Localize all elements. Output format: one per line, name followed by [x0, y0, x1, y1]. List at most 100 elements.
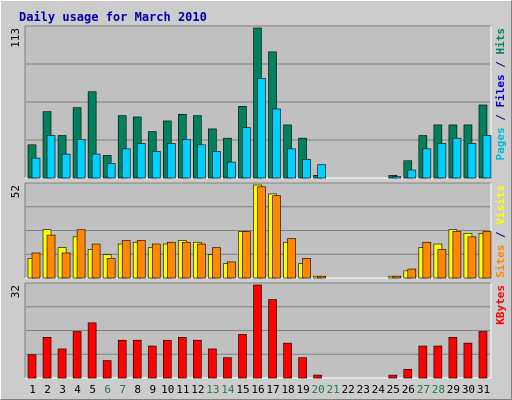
day-tick-label-13: 13 — [206, 383, 219, 396]
day-tick-label-6: 6 — [104, 383, 111, 396]
bar-sites-day-29 — [452, 231, 462, 279]
bar-files-day-4 — [76, 139, 86, 179]
bar-sites-day-8 — [136, 240, 146, 279]
day-tick-label-7: 7 — [119, 383, 126, 396]
bar-kbytes-day-2 — [42, 337, 52, 379]
bar-kbytes-day-18 — [283, 342, 292, 379]
scale-label-visits-sites: 52 — [9, 185, 22, 198]
bar-files-day-1 — [31, 157, 41, 179]
day-tick-label-27: 27 — [417, 383, 430, 396]
day-tick-label-18: 18 — [281, 383, 294, 396]
bar-sites-day-6 — [106, 258, 116, 279]
legend-entry: Sites — [494, 245, 507, 278]
legend-entry: Visits — [494, 185, 507, 225]
bar-kbytes-day-16 — [253, 284, 262, 379]
legend-kbytes: KBytes — [494, 285, 507, 325]
bar-files-day-17 — [272, 108, 281, 179]
bar-sites-day-4 — [76, 229, 86, 279]
bar-kbytes-day-11 — [178, 337, 187, 379]
day-tick-label-17: 17 — [266, 383, 279, 396]
bar-kbytes-day-7 — [117, 339, 127, 379]
bar-sites-day-10 — [166, 241, 176, 279]
bar-files-day-16 — [257, 78, 266, 179]
bar-sites-day-12 — [197, 243, 206, 279]
bar-kbytes-day-13 — [208, 348, 217, 379]
day-tick-label-19: 19 — [296, 383, 309, 396]
scale-label-hits-files-pages: 113 — [9, 28, 22, 48]
day-tick-label-29: 29 — [447, 383, 460, 396]
bar-sites-day-30 — [467, 236, 477, 279]
bar-kbytes-day-31 — [478, 331, 488, 379]
day-tick-label-2: 2 — [44, 383, 51, 396]
bar-sites-day-26 — [407, 268, 417, 279]
bar-kbytes-day-10 — [162, 339, 172, 379]
bar-kbytes-day-27 — [418, 345, 428, 379]
legend-entry: KBytes — [494, 285, 507, 325]
bar-sites-day-3 — [61, 252, 71, 279]
day-tick-label-5: 5 — [89, 383, 96, 396]
day-tick-label-15: 15 — [236, 383, 249, 396]
bar-files-day-7 — [121, 148, 131, 179]
bar-files-day-10 — [166, 143, 176, 179]
bar-sites-day-2 — [46, 234, 56, 279]
legend-visits-sites: Sites / Visits — [494, 185, 507, 278]
bar-kbytes-day-29 — [448, 337, 458, 379]
bar-sites-day-19 — [302, 258, 311, 279]
bar-sites-day-20 — [317, 275, 326, 279]
legend-entry: / — [494, 225, 507, 245]
bar-sites-day-9 — [151, 243, 161, 279]
bar-files-day-9 — [151, 151, 161, 179]
day-tick-label-10: 10 — [161, 383, 174, 396]
bar-sites-day-25 — [392, 275, 402, 279]
bar-kbytes-day-19 — [298, 357, 307, 379]
bar-sites-day-1 — [31, 252, 41, 279]
day-tick-label-16: 16 — [251, 383, 264, 396]
bar-files-day-25 — [392, 176, 402, 179]
bar-sites-day-17 — [272, 195, 281, 279]
day-tick-label-4: 4 — [74, 383, 81, 396]
bar-sites-day-5 — [91, 243, 101, 279]
day-tick-label-28: 28 — [432, 383, 445, 396]
bar-files-day-2 — [46, 135, 56, 179]
bar-kbytes-day-9 — [147, 345, 157, 379]
bar-sites-day-11 — [182, 241, 191, 279]
bar-files-day-14 — [227, 161, 236, 179]
legend-entry: Files — [494, 74, 507, 107]
day-tick-label-21: 21 — [327, 383, 340, 396]
bar-sites-day-7 — [121, 240, 131, 279]
day-tick-label-3: 3 — [59, 383, 66, 396]
bar-sites-day-31 — [482, 231, 492, 279]
bar-files-day-28 — [437, 143, 447, 179]
day-tick-label-1: 1 — [29, 383, 36, 396]
bar-kbytes-day-3 — [57, 348, 67, 379]
bar-files-day-30 — [467, 143, 477, 179]
day-tick-label-11: 11 — [176, 383, 189, 396]
day-tick-label-23: 23 — [357, 383, 370, 396]
bar-kbytes-day-28 — [433, 345, 443, 379]
bar-sites-day-27 — [422, 241, 432, 279]
bar-sites-day-18 — [287, 238, 296, 279]
day-tick-label-31: 31 — [477, 383, 490, 396]
bar-files-day-13 — [212, 151, 221, 179]
day-tick-label-26: 26 — [402, 383, 415, 396]
bar-sites-day-14 — [227, 261, 236, 279]
bar-kbytes-day-17 — [268, 299, 277, 379]
day-tick-label-8: 8 — [134, 383, 141, 396]
bar-files-day-27 — [422, 148, 432, 179]
bar-sites-day-15 — [242, 231, 251, 279]
bar-kbytes-day-30 — [463, 342, 473, 379]
bar-kbytes-day-25 — [388, 374, 398, 379]
legend-entry: Pages — [494, 127, 507, 160]
day-tick-label-25: 25 — [387, 383, 400, 396]
bar-kbytes-day-14 — [223, 357, 232, 379]
legend-entry: / — [494, 108, 507, 128]
bar-files-day-26 — [407, 169, 417, 179]
bar-files-day-20 — [317, 164, 326, 179]
bar-sites-day-13 — [212, 247, 221, 279]
day-tick-label-9: 9 — [149, 383, 156, 396]
bar-kbytes-day-4 — [72, 331, 82, 379]
bar-files-day-3 — [61, 153, 71, 179]
legend-hits-files-pages: Pages / Files / Hits — [494, 28, 507, 161]
